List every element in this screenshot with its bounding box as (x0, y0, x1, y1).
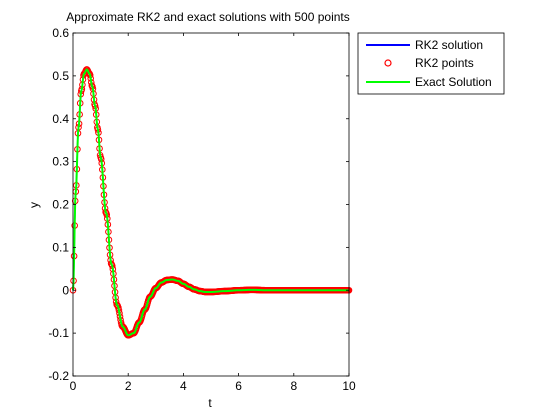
x-tick-label: 0 (70, 379, 77, 393)
legend-entry-rk2-points-label: RK2 points (415, 56, 474, 70)
series-rk2-points (69, 66, 353, 339)
y-tick-label: -0.1 (48, 326, 69, 340)
legend-entry-exact-solution-label: Exact Solution (415, 75, 492, 89)
legend-entry-rk2-points-swatch (384, 59, 392, 67)
legend-entry-rk2-solution-label: RK2 solution (415, 38, 483, 52)
x-tick-label: 6 (235, 379, 242, 393)
x-tick-label: 8 (290, 379, 297, 393)
plot-area (69, 66, 353, 339)
axes: 0 2 4 6 8 10 -0.2 -0.1 0 0.1 0.2 0.3 0.4 0.5 0.6 (48, 26, 356, 393)
y-tick-label: 0.5 (52, 69, 69, 83)
y-tick-label: 0.3 (52, 155, 69, 169)
axes-box (72, 32, 350, 377)
x-tick-label: 2 (125, 379, 132, 393)
y-tick-label: 0.6 (52, 26, 69, 40)
y-tick-label: 0.1 (52, 240, 69, 254)
chart-title: Approximate RK2 and exact solutions with… (66, 10, 350, 24)
x-tick-label: 4 (180, 379, 187, 393)
x-axis-label: t (208, 396, 212, 410)
y-tick-label: -0.2 (48, 369, 69, 383)
y-tick-label: 0.2 (52, 198, 69, 212)
series-exact-solution-line (72, 68, 349, 337)
y-axis-label: y (27, 202, 41, 208)
y-tick-label: 0 (62, 283, 69, 297)
x-tick-label: 10 (342, 379, 356, 393)
y-tick-label: 0.4 (52, 112, 69, 126)
legend-box (357, 32, 505, 95)
legend: RK2 solution RK2 points Exact Solution (357, 32, 505, 95)
